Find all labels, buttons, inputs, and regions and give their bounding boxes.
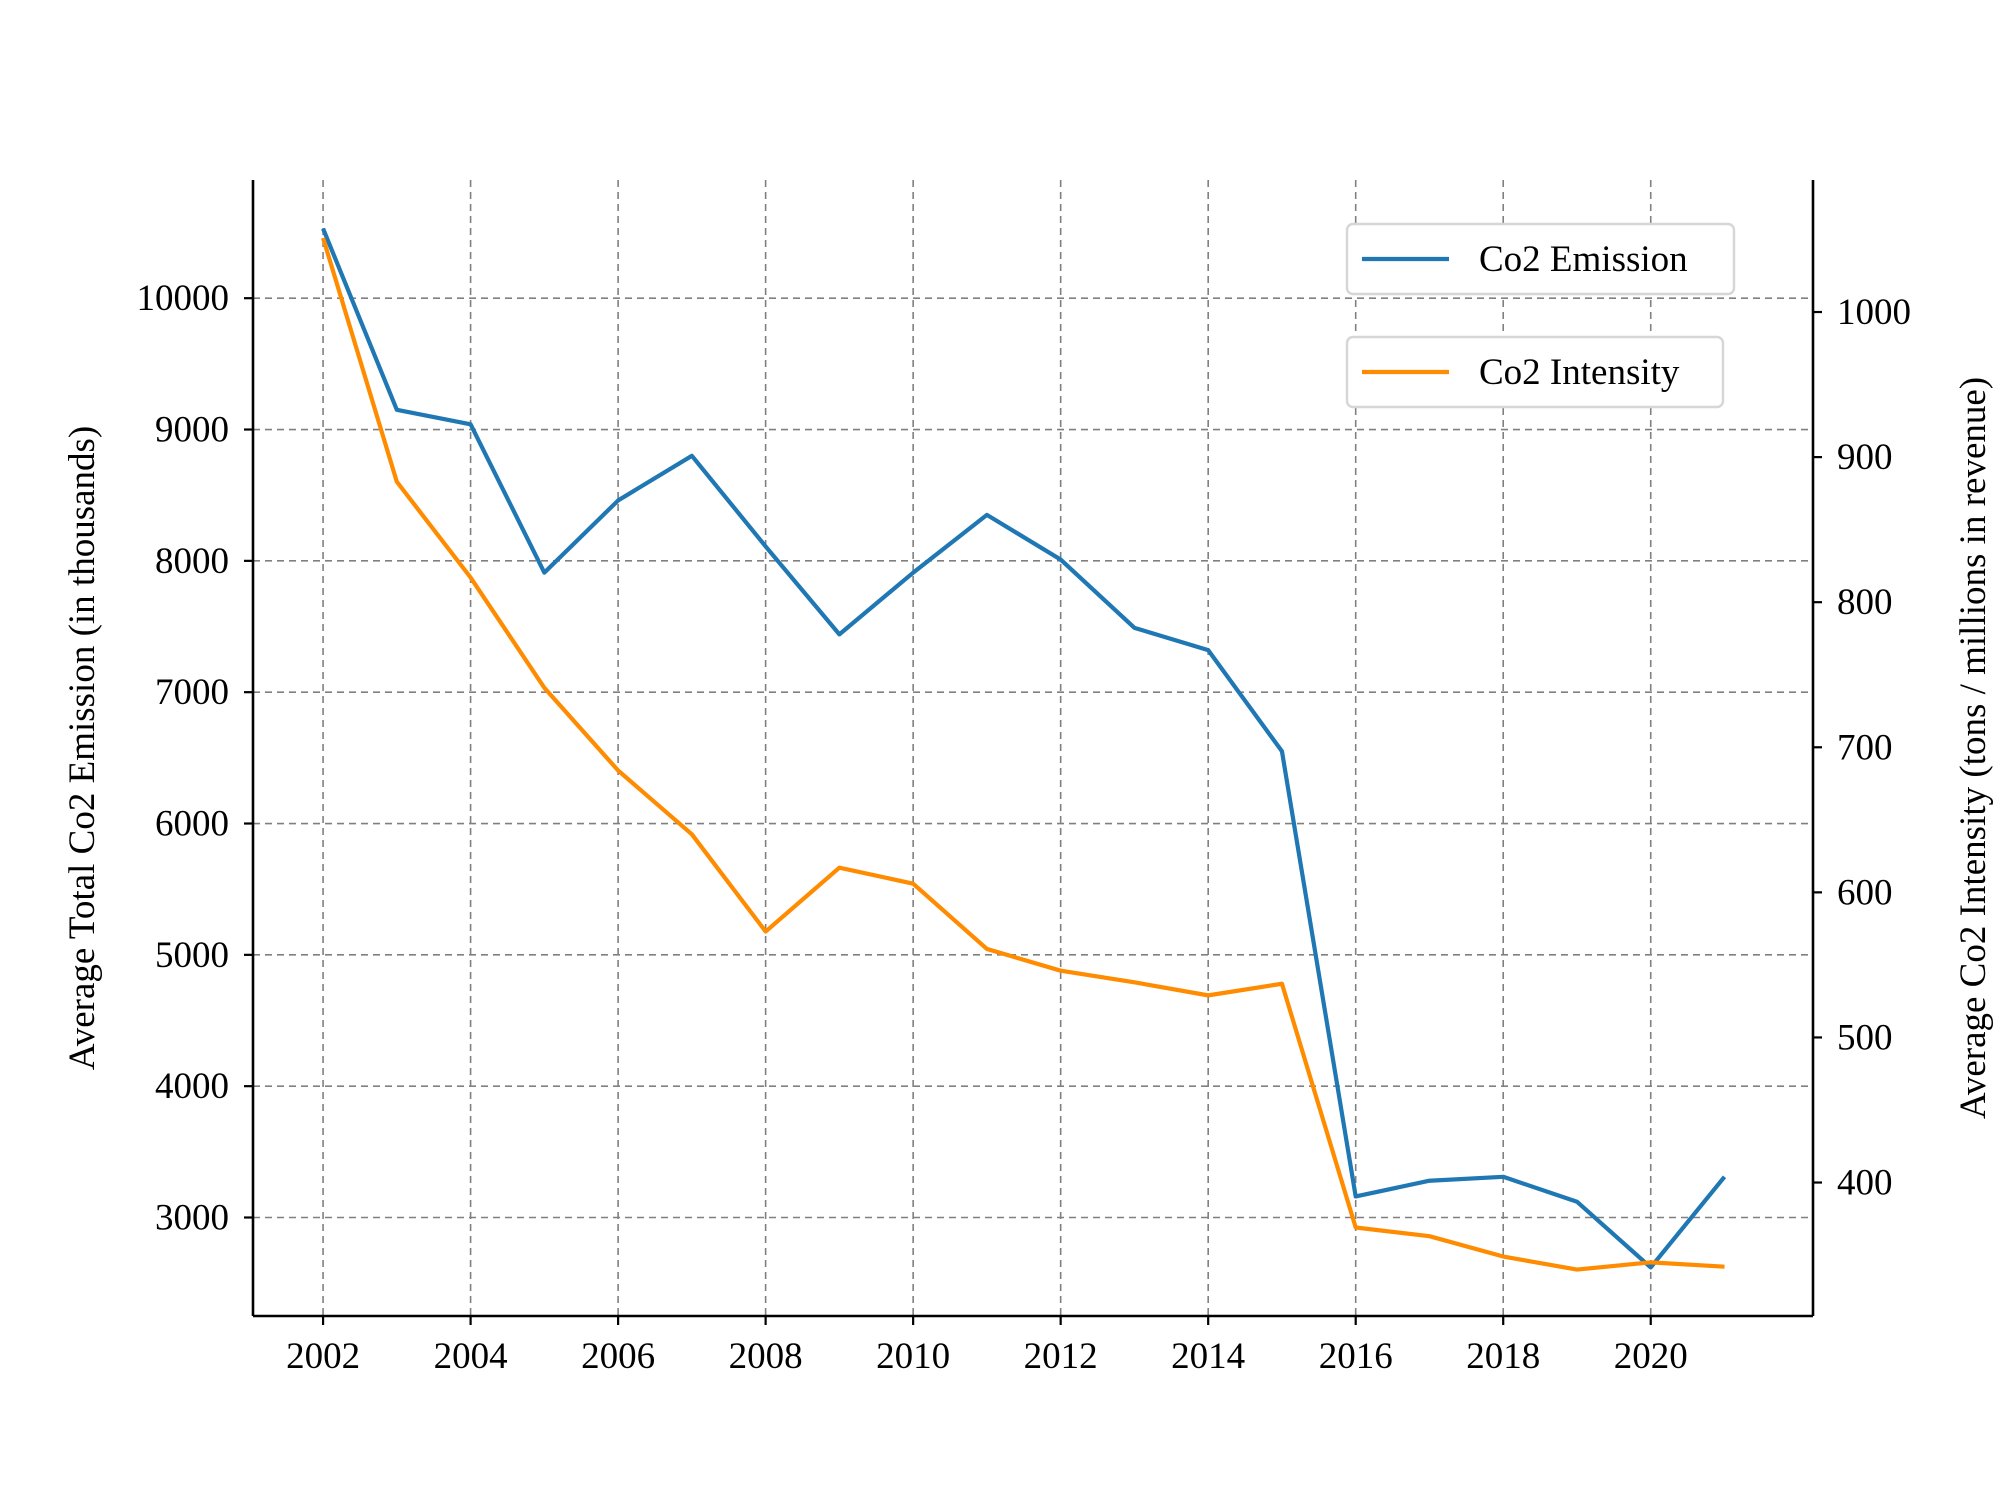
y-tick-label-8000: 8000 (155, 541, 229, 582)
series-line-co2-intensity (321, 237, 1725, 1272)
y2-tick-label-600: 600 (1837, 872, 1893, 913)
legend-label-co2-intensity: Co2 Intensity (1479, 352, 1680, 393)
y2-tick-label-800: 800 (1837, 582, 1893, 623)
grid (253, 180, 1813, 1316)
x-tick-label-2006: 2006 (581, 1336, 655, 1377)
axes: 2002 2004 2006 2008 2010 2012 2014 2016 2018 2020… (62, 180, 1994, 1377)
y-tick-label-6000: 6000 (155, 804, 229, 845)
y-tick-label-9000: 9000 (155, 410, 229, 451)
series-line-co2-emission (321, 227, 1727, 1270)
legend-label-co2-emission: Co2 Emission (1479, 239, 1688, 280)
y2-axis-label: Average Co2 Intensity (tons / millions i… (1953, 377, 1994, 1119)
y2-tick-label-500: 500 (1837, 1017, 1893, 1058)
x-tick-label-2018: 2018 (1466, 1336, 1540, 1377)
x-tick-label-2008: 2008 (729, 1336, 803, 1377)
x-tick-label-2004: 2004 (434, 1336, 508, 1377)
y-tick-label-5000: 5000 (155, 935, 229, 976)
legend-entry-co2-emission: Co2 Emission (1345, 222, 1736, 296)
y-tick-label-3000: 3000 (155, 1198, 229, 1239)
y2-tick-label-400: 400 (1837, 1163, 1893, 1204)
x-tick-label-2020: 2020 (1614, 1336, 1688, 1377)
y-axis-label: Average Total Co2 Emission (in thousands… (62, 426, 103, 1070)
y2-tick-label-700: 700 (1837, 727, 1893, 768)
x-tick-label-2002: 2002 (286, 1336, 360, 1377)
y-tick-label-7000: 7000 (155, 672, 229, 713)
plot-area (321, 227, 1727, 1272)
y2-tick-label-900: 900 (1837, 437, 1893, 478)
legend-box-co2-intensity (1345, 335, 1725, 409)
legend-box-co2-emission (1345, 222, 1736, 296)
legend-entry-co2-intensity: Co2 Intensity (1345, 335, 1725, 409)
y-tick-label-4000: 4000 (155, 1066, 229, 1107)
y2-tick-label-1000: 1000 (1837, 292, 1911, 333)
x-tick-label-2016: 2016 (1319, 1336, 1393, 1377)
y-tick-label-10000: 10000 (137, 278, 230, 319)
legend: Co2 Emission Co2 Intensity (1345, 222, 1736, 409)
x-tick-label-2012: 2012 (1024, 1336, 1098, 1377)
x-tick-label-2014: 2014 (1171, 1336, 1245, 1377)
x-tick-label-2010: 2010 (876, 1336, 950, 1377)
